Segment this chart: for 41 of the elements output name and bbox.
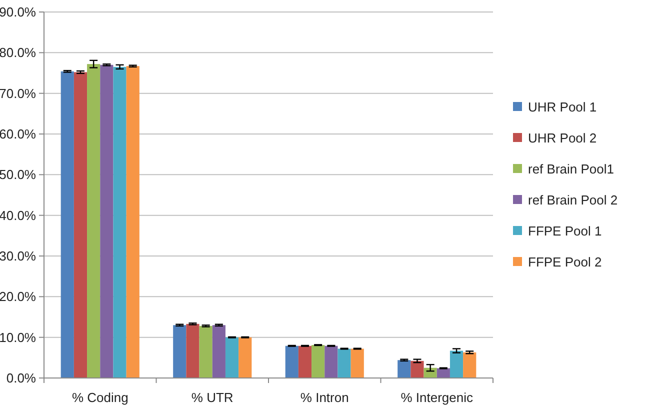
x-tick-label: % UTR (191, 390, 234, 405)
bar (312, 345, 325, 378)
bar (113, 66, 126, 378)
bar (212, 325, 226, 378)
bar (173, 325, 186, 378)
bar (285, 346, 298, 378)
legend-label: ref Brain Pool 2 (528, 192, 618, 208)
y-tick-label: 0.0% (6, 370, 36, 386)
bar (238, 337, 252, 378)
y-tick-label: 80.0% (0, 45, 36, 60)
legend-label: FFPE Pool 1 (528, 224, 602, 239)
x-tick-label: % Intergenic (400, 390, 474, 405)
bar (398, 360, 411, 378)
y-tick-label: 10.0% (0, 330, 36, 345)
bar (324, 346, 338, 378)
bar (463, 352, 476, 378)
bar (100, 64, 114, 378)
legend-label: FFPE Pool 2 (528, 254, 602, 270)
bar (60, 71, 74, 378)
y-tick-label: 90.0% (0, 4, 36, 20)
bar (436, 368, 450, 378)
y-tick-label: 70.0% (0, 86, 36, 101)
bar (186, 324, 200, 378)
bar (350, 348, 364, 378)
x-tick-label: % Coding (72, 390, 128, 405)
bar (74, 72, 88, 378)
bar (199, 326, 212, 378)
x-tick-label: % Intron (300, 390, 349, 405)
bar (338, 348, 351, 378)
y-tick-label: 60.0% (0, 126, 36, 142)
legend-label: UHR Pool 2 (528, 130, 597, 146)
legend-label: UHR Pool 1 (528, 100, 597, 115)
y-tick-label: 20.0% (0, 289, 36, 304)
bar (410, 360, 424, 378)
bar (225, 337, 239, 378)
bar (298, 346, 312, 378)
bar (87, 64, 100, 378)
bar (450, 350, 464, 378)
legend-label: ref Brain Pool1 (528, 162, 614, 177)
y-tick-label: 50.0% (0, 167, 36, 182)
bar (126, 66, 140, 378)
